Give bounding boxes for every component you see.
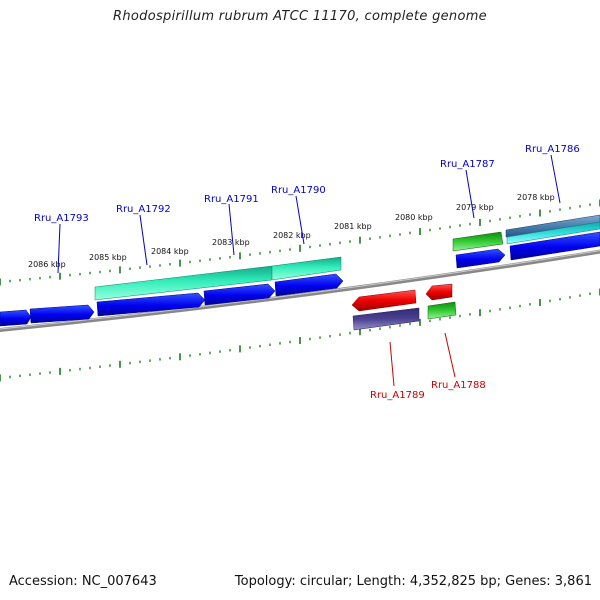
gene-feature-rru-a1786-b[interactable] [506,221,600,245]
cds-arrow-rru-a1790[interactable] [274,273,344,297]
kbp-label-2078: 2078 kbp [517,193,555,202]
kbp-label-2080: 2080 kbp [395,213,433,222]
gene-label-rru-a1791[interactable]: Rru_A1791 [204,194,259,205]
kbp-label-2083: 2083 kbp [212,238,250,247]
leader-line-rru-a1788 [444,332,456,378]
kbp-label-2086: 2086 kbp [28,260,66,269]
gene-label-rru-a1786[interactable]: Rru_A1786 [525,144,580,155]
kbp-label-2084: 2084 kbp [151,247,189,256]
cds-arrow-rru-a1788[interactable] [425,283,453,301]
gene-label-rru-a1790[interactable]: Rru_A1790 [271,185,326,196]
cds-arrow-rru-a1791[interactable] [203,283,276,306]
gene-label-rru-a1788[interactable]: Rru_A1788 [431,380,486,391]
map-title: Rhodospirillum rubrum ATCC 11170, comple… [113,9,487,24]
gene-label-rru-a1793[interactable]: Rru_A1793 [34,213,89,224]
gene-feature-rru-a1790[interactable] [271,256,342,281]
leader-line-rru-a1792 [139,214,148,266]
kbp-label-2079: 2079 kbp [456,203,494,212]
cds-arrow-rru-a1787[interactable] [455,248,506,269]
gene-feature-rru-a1788[interactable] [427,301,457,320]
leader-line-rru-a1791 [228,203,235,256]
leader-line-rru-a1790 [295,195,305,245]
gene-label-rru-a1792[interactable]: Rru_A1792 [116,204,171,215]
genome-summary-text: Topology: circular; Length: 4,352,825 bp… [234,574,592,589]
inner-tick-ring [0,288,600,382]
cds-arrow-rru-a1789[interactable] [351,289,417,312]
leader-line-rru-a1786 [550,154,561,204]
leader-line-rru-a1793 [57,223,61,274]
gene-label-rru-a1789[interactable]: Rru_A1789 [370,390,425,401]
kbp-label-2081: 2081 kbp [334,222,372,231]
cds-arrow-left-edge[interactable] [0,309,32,327]
gene-feature-rru-a1787[interactable] [452,231,504,252]
leader-line-rru-a1789 [389,341,395,387]
kbp-label-2082: 2082 kbp [273,231,311,240]
kbp-label-2085: 2085 kbp [89,253,127,262]
genome-backbone [0,249,600,332]
accession-text: Accession: NC_007643 [9,574,157,589]
gene-feature-rru-a1789[interactable] [352,307,420,331]
genome-backbone-highlight [0,250,600,330]
cds-arrow-rru-a1793[interactable] [29,304,95,324]
cds-arrow-rru-a1786[interactable] [509,231,600,261]
outer-tick-ring [0,199,600,286]
gene-label-rru-a1787[interactable]: Rru_A1787 [440,159,495,170]
cds-arrow-rru-a1792[interactable] [96,292,206,317]
leader-line-rru-a1787 [465,169,475,219]
gene-feature-rru-a1786[interactable] [505,214,600,238]
